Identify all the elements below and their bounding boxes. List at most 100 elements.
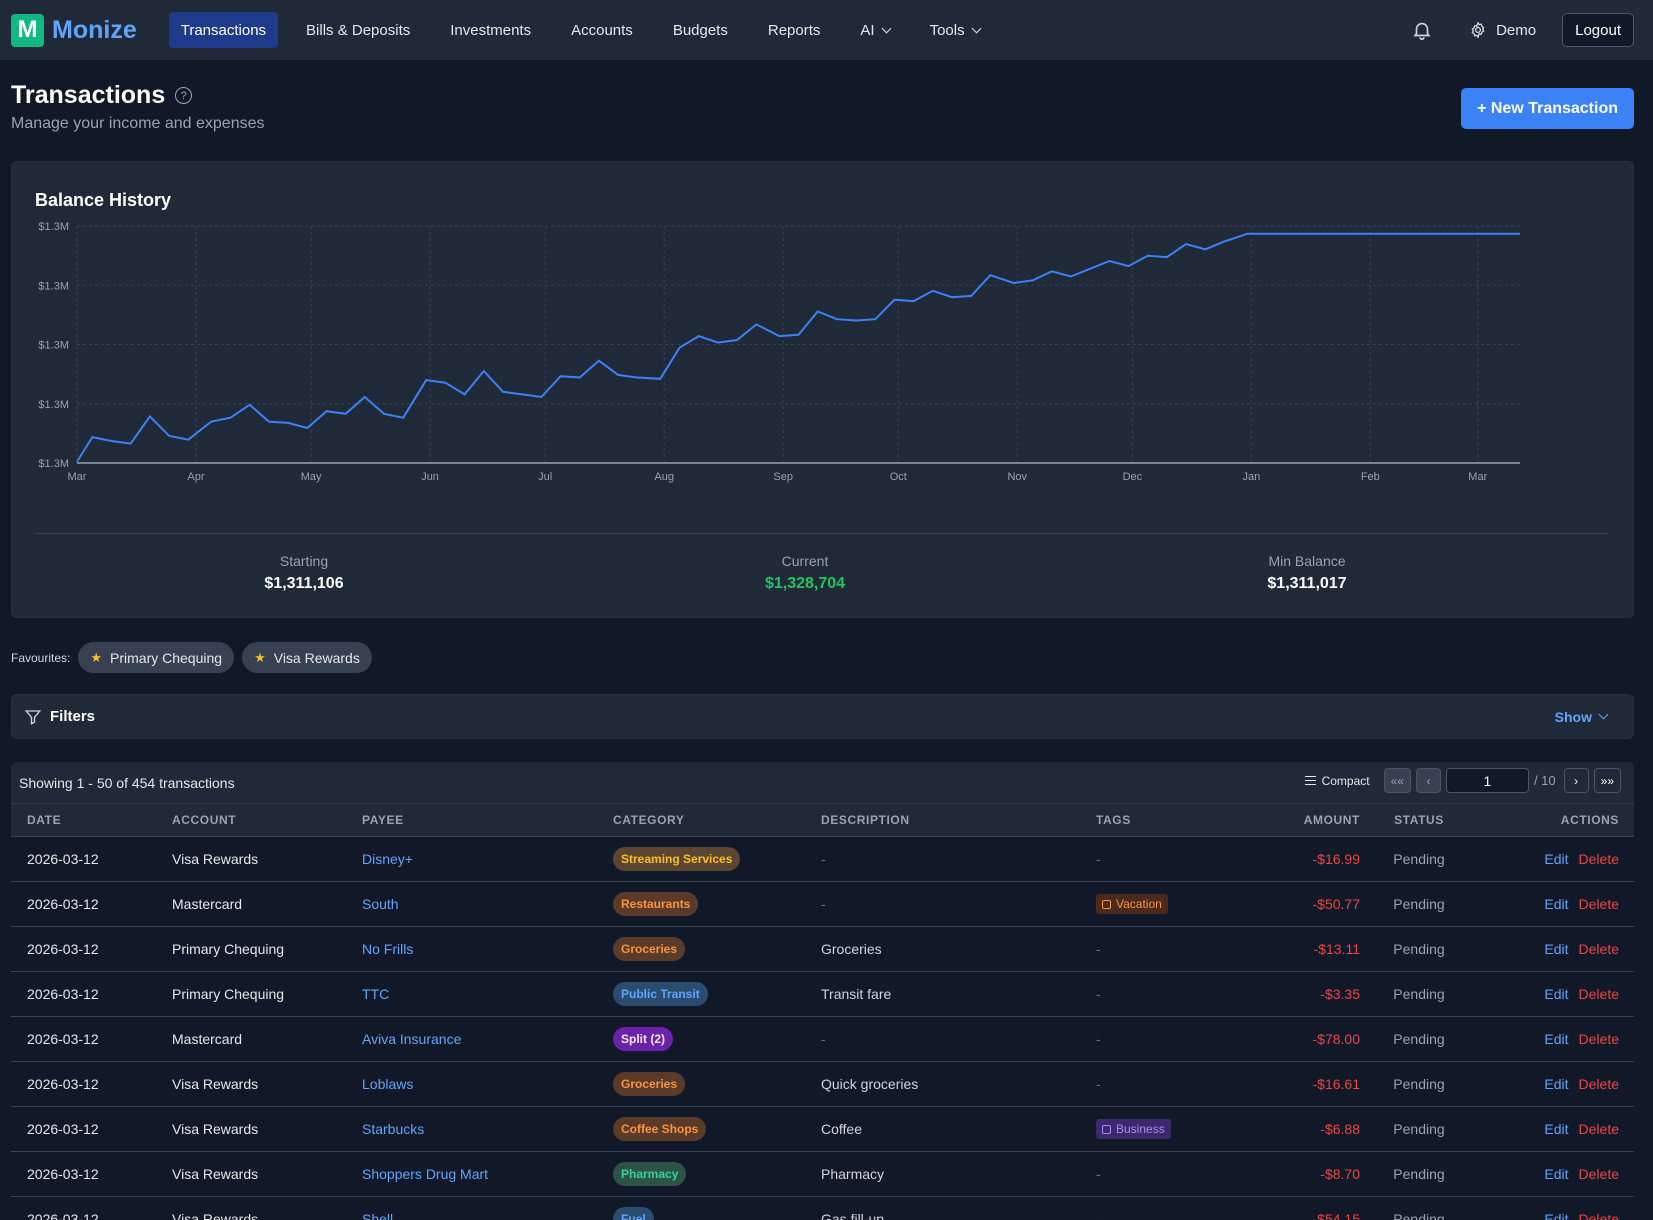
nav-link-transactions[interactable]: Transactions [168,12,279,48]
nav-link-accounts[interactable]: Accounts [559,12,645,48]
table-row[interactable]: 2026-03-12 Primary Chequing TTC Public Tran… [11,972,1634,1017]
cell-amount: -$3.35 [1320,986,1360,1002]
category-badge[interactable]: Groceries [613,937,686,961]
category-badge[interactable]: Restaurants [613,892,699,916]
edit-button[interactable]: Edit [1544,1031,1569,1047]
delete-button[interactable]: Delete [1578,1211,1619,1220]
nav-link-investments[interactable]: Investments [438,12,543,48]
edit-button[interactable]: Edit [1544,941,1569,957]
category-badge[interactable]: Streaming Services [613,847,741,871]
column-header-amount[interactable]: AMOUNT [1303,813,1360,827]
delete-button[interactable]: Delete [1578,1076,1619,1092]
first-page-button[interactable]: «« [1383,768,1411,793]
nav-link-bills-deposits[interactable]: Bills & Deposits [294,12,422,48]
table-row[interactable]: 2026-03-12 Visa Rewards Shoppers Drug Mart… [11,1152,1634,1197]
stat-label: Min Balance [1268,553,1346,569]
cell-payee-link[interactable]: TTC [362,986,390,1002]
table-row[interactable]: 2026-03-12 Visa Rewards Loblaws Groceries Qu… [11,1062,1634,1107]
delete-button[interactable]: Delete [1578,851,1619,867]
x-tick-label: May [301,471,322,483]
last-page-button[interactable]: »» [1593,768,1621,793]
user-menu[interactable]: Demo [1469,21,1536,39]
monize-logo-icon: M [11,13,44,47]
cell-category: Fuel [613,1207,821,1220]
new-transaction-button[interactable]: + New Transaction [1461,88,1634,129]
category-badge[interactable]: Pharmacy [613,1162,687,1186]
nav-links: Transactions Bills & Deposits Investments A… [168,0,1008,60]
page-number-input[interactable] [1445,768,1529,793]
cell-amount: -$78.00 [1312,1031,1360,1047]
cell-actions: Edit Delete [1478,1031,1634,1047]
nav-link-tools[interactable]: Tools [918,12,992,48]
cell-payee-link[interactable]: Starbucks [362,1121,425,1137]
compact-toggle[interactable]: Compact [1304,774,1370,788]
edit-button[interactable]: Edit [1544,1211,1569,1220]
cell-status: Pending [1393,986,1445,1002]
brand-logo[interactable]: M Monize [11,13,137,47]
column-header-date[interactable]: DATE [27,813,62,827]
nav-link-reports[interactable]: Reports [756,12,833,48]
filters-header[interactable]: Filters [24,708,95,726]
logout-button[interactable]: Logout [1562,13,1634,47]
cell-payee-link[interactable]: Loblaws [362,1076,414,1092]
filters-show-toggle[interactable]: Show [1555,709,1609,725]
category-badge[interactable]: Public Transit [613,982,708,1006]
column-header-actions[interactable]: ACTIONS [1560,813,1619,827]
table-row[interactable]: 2026-03-12 Visa Rewards Starbucks Coffee Sh… [11,1107,1634,1152]
favourite-chip[interactable]: ★ Visa Rewards [242,642,372,673]
delete-button[interactable]: Delete [1578,1166,1619,1182]
next-page-button[interactable]: › [1563,768,1589,793]
column-header-tags[interactable]: TAGS [1096,813,1131,827]
edit-button[interactable]: Edit [1544,851,1569,867]
category-badge[interactable]: Fuel [613,1207,654,1220]
cell-account: Primary Chequing [172,941,285,957]
table-row[interactable]: 2026-03-12 Visa Rewards Disney+ Streaming S… [11,837,1634,882]
category-badge[interactable]: Groceries [613,1072,686,1096]
edit-button[interactable]: Edit [1544,1076,1569,1092]
column-header-description[interactable]: DESCRIPTION [821,813,910,827]
delete-button[interactable]: Delete [1578,941,1619,957]
brand-name: Monize [52,15,137,44]
filters-panel[interactable]: Filters Show [11,694,1634,739]
nav-link-label: Transactions [180,21,267,39]
cell-payee-link[interactable]: Shell [362,1211,394,1220]
table-row[interactable]: 2026-03-12 Mastercard South Restaurants - Vac… [11,882,1634,927]
delete-button[interactable]: Delete [1578,1031,1619,1047]
edit-button[interactable]: Edit [1544,1166,1569,1182]
filter-icon [24,709,42,725]
favourite-chip[interactable]: ★ Primary Chequing [78,642,235,673]
cell-date: 2026-03-12 [27,1211,99,1220]
nav-link-label: Tools [929,21,965,39]
edit-button[interactable]: Edit [1544,1121,1569,1137]
nav-link-budgets[interactable]: Budgets [661,12,740,48]
column-header-category[interactable]: CATEGORY [613,813,685,827]
table-row[interactable]: 2026-03-12 Mastercard Aviva Insurance Split… [11,1017,1634,1062]
table-row[interactable]: 2026-03-12 Primary Chequing No Frills Groce… [11,927,1634,972]
tag-badge[interactable]: Vacation [1096,894,1168,914]
edit-button[interactable]: Edit [1544,896,1569,912]
cell-payee-link[interactable]: Shoppers Drug Mart [362,1166,489,1182]
column-header-status[interactable]: STATUS [1394,813,1444,827]
delete-button[interactable]: Delete [1578,1121,1619,1137]
bell-icon[interactable] [1411,19,1433,41]
edit-button[interactable]: Edit [1544,986,1569,1002]
cell-payee-link[interactable]: Aviva Insurance [362,1031,462,1047]
category-badge[interactable]: Coffee Shops [613,1117,707,1141]
prev-page-button[interactable]: ‹ [1415,768,1441,793]
nav-link-label: Accounts [571,21,633,39]
column-header-account[interactable]: ACCOUNT [172,813,237,827]
cell-payee-link[interactable]: South [362,896,399,912]
tag-empty: - [1096,1211,1101,1220]
nav-link-ai[interactable]: AI [848,12,901,48]
cell-status: Pending [1393,1121,1445,1137]
cell-payee-link[interactable]: No Frills [362,941,414,957]
delete-button[interactable]: Delete [1578,986,1619,1002]
table-row[interactable]: 2026-03-12 Visa Rewards Shell Fuel Gas fill-… [11,1197,1634,1220]
delete-button[interactable]: Delete [1578,896,1619,912]
category-badge[interactable]: Split (2) [613,1027,673,1051]
column-header-payee[interactable]: PAYEE [362,813,404,827]
help-icon[interactable]: ? [175,87,193,104]
cell-payee-link[interactable]: Disney+ [362,851,413,867]
tag-badge[interactable]: Business [1096,1119,1171,1139]
